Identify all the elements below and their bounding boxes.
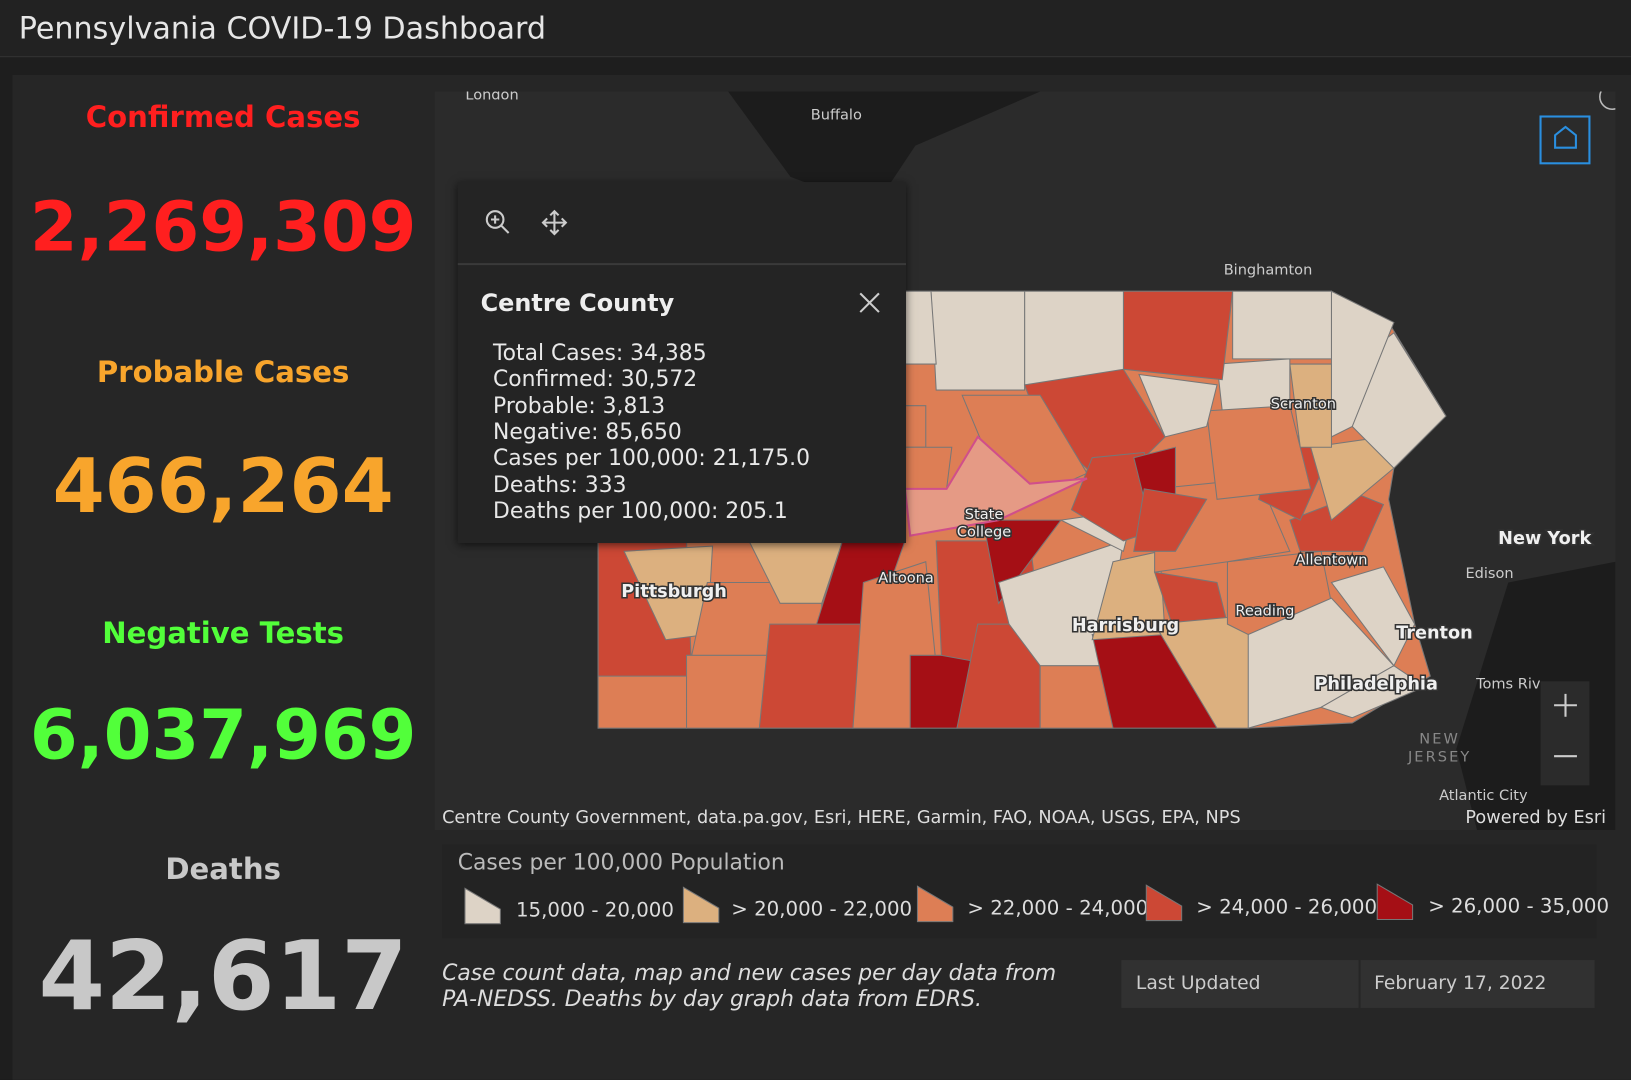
popup-line: Deaths per 100,000: 205.1 <box>493 498 788 524</box>
legend-swatch-shape <box>464 887 501 925</box>
home-icon <box>1554 125 1577 149</box>
county <box>1133 488 1208 552</box>
map-label: New York <box>1498 529 1592 549</box>
map-label: Allentown <box>1295 552 1367 569</box>
zoom-to-icon-handle <box>490 215 510 234</box>
map-canvas: London Buffalo Binghamton Scranton Allentown… <box>434 91 1616 831</box>
legend-label: > 24,000 - 26,000 <box>1196 895 1378 919</box>
popup-line: Deaths: 333 <box>493 471 627 497</box>
attribution: Centre County Government, data.pa.gov, E… <box>442 807 1241 828</box>
county <box>1122 290 1234 381</box>
pan-icon[interactable] <box>541 209 568 236</box>
map-label: Harrisburg <box>1072 616 1179 636</box>
map-label: Reading <box>1235 603 1294 620</box>
county <box>597 675 688 729</box>
legend-label: > 22,000 - 24,000 <box>967 896 1149 920</box>
zoom-to-icon[interactable] <box>485 210 505 229</box>
close-button[interactable] <box>857 290 882 315</box>
stat-label: Confirmed Cases <box>85 99 361 135</box>
map-label: JERSEY <box>1407 748 1471 765</box>
map-label: NEW <box>1419 731 1460 748</box>
legend-swatch <box>682 886 720 924</box>
lake <box>434 91 1041 209</box>
popup-title: Centre County <box>480 290 675 318</box>
county <box>686 654 771 729</box>
powered-by: Powered by Esri <box>1465 807 1607 828</box>
selected-county <box>903 435 1088 537</box>
county <box>904 290 937 365</box>
popup: Centre County Total Cases: 34,385 Confirm… <box>457 182 907 543</box>
legend <box>442 844 1597 939</box>
stat-label: Negative Tests <box>102 615 344 651</box>
map-label: Atlantic City <box>1439 787 1528 804</box>
map-label: Buffalo <box>811 106 862 123</box>
stat-label: Probable Cases <box>96 354 350 390</box>
stat-value: 2,269,309 <box>29 187 417 268</box>
map-label: Altoona <box>878 569 934 586</box>
county <box>904 446 953 490</box>
county <box>930 290 1026 391</box>
county <box>1319 665 1427 719</box>
zoom-in[interactable] <box>1554 693 1577 717</box>
popup-line: Total Cases: 34,385 <box>493 340 707 366</box>
popup-line: Confirmed: 30,572 <box>493 366 698 392</box>
counties <box>597 290 1447 729</box>
legend-swatch-shape <box>1145 884 1183 922</box>
popup-line: Probable: 3,813 <box>493 392 666 418</box>
legend-swatch <box>1376 883 1414 921</box>
legend-label: > 20,000 - 22,000 <box>731 897 913 921</box>
county <box>1289 363 1332 448</box>
legend-swatch <box>464 887 501 925</box>
map-labels: London Buffalo Binghamton Scranton Allentown… <box>465 92 1594 804</box>
source-note: Case count data, map and new cases per d… <box>442 960 1057 1012</box>
legend-swatch <box>916 885 954 923</box>
last-updated-value: February 17, 2022 <box>1374 972 1547 995</box>
county <box>1206 405 1312 500</box>
map-label: College <box>957 524 1011 541</box>
map-label: London <box>465 92 518 104</box>
stat-label: Deaths <box>165 851 281 887</box>
popup-toolbar <box>457 209 907 266</box>
legend-swatch-shape <box>916 885 954 923</box>
county <box>904 405 927 448</box>
stat-value: 42,617 <box>38 920 408 1032</box>
stat-value: 6,037,969 <box>29 694 417 775</box>
county <box>1024 290 1124 386</box>
fullscreen-button[interactable] <box>1599 91 1616 110</box>
popup-line: Cases per 100,000: 21,175.0 <box>493 445 810 471</box>
popup-line: Negative: 85,650 <box>493 419 682 445</box>
legend-label: 15,000 - 20,000 <box>515 898 674 922</box>
legend-swatch <box>1145 884 1183 922</box>
legend-swatch-shape <box>1376 883 1414 921</box>
county <box>1330 566 1416 667</box>
map-label: Binghamton <box>1224 261 1313 278</box>
home-button[interactable] <box>1539 115 1591 165</box>
map-label: Scranton <box>1271 396 1336 413</box>
top-bar: Pennsylvania COVID-19 Dashboard <box>0 0 1631 58</box>
last-updated-label: Last Updated <box>1135 972 1261 995</box>
legend-label: > 26,000 - 35,000 <box>1428 894 1610 918</box>
map-label: Philadelphia <box>1314 674 1437 694</box>
county <box>1138 373 1218 438</box>
map-label: Trenton <box>1396 623 1473 643</box>
last-updated: Last Updated February 17, 2022 <box>1121 960 1595 1008</box>
map-label: Pittsburgh <box>621 582 727 602</box>
map-label: Edison <box>1465 565 1513 582</box>
dashboard-title: Pennsylvania COVID-19 Dashboard <box>18 10 547 46</box>
divider <box>1358 960 1361 1008</box>
county <box>1232 290 1332 360</box>
legend-title: Cases per 100,000 Population <box>457 849 785 875</box>
stat-value: 466,264 <box>52 442 394 530</box>
legend-swatch-shape <box>682 886 720 924</box>
county <box>758 623 864 729</box>
map-label: State <box>965 506 1004 523</box>
map-label: Toms Riv <box>1475 675 1541 692</box>
